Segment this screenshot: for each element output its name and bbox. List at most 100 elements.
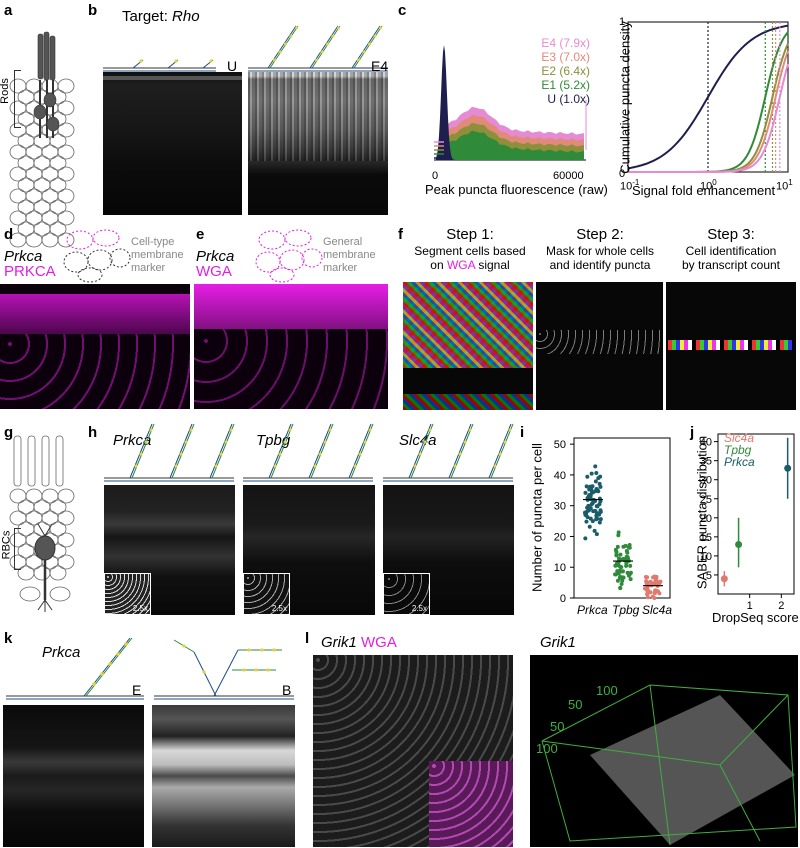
i-point (618, 586, 623, 591)
whole-cell-mask-micrograph (536, 282, 663, 410)
hist-legend: E4 (7.9x) E3 (7.0x) E2 (6.4x) E1 (5.2x) … (520, 36, 590, 106)
d-protein-label: PRKCA (4, 263, 56, 280)
rho-e4-micrograph (248, 72, 388, 215)
l-left-title: Grik1 WGA (321, 634, 397, 651)
target-prefix: Target: (122, 8, 173, 25)
e-gene-label: Prkca (196, 248, 235, 265)
d-gene-label: Prkca (4, 248, 43, 265)
step3-line2: by transcript count (681, 258, 781, 272)
i-point (584, 484, 589, 489)
j-legend-prkca: Prkca (724, 455, 755, 469)
step2-caption: Step 2: Mask for whole cells and identif… (535, 226, 665, 272)
b-left-tag: U (227, 58, 238, 74)
legend-e4: E4 (7.9x) (541, 36, 590, 50)
i-point (651, 575, 656, 580)
i-point (583, 490, 588, 495)
legend-e2: E2 (6.4x) (541, 64, 590, 78)
i-point (592, 528, 597, 533)
cdf-xtick-c: 101 (776, 178, 793, 193)
i-point (590, 519, 595, 524)
i-point (618, 564, 623, 569)
h-probe-diagrams (104, 423, 514, 482)
cdf-line-0 (627, 24, 789, 170)
step3-line1: Cell identification (685, 244, 777, 258)
h-gene-slc4a: Slc4a (399, 432, 437, 449)
i-cat-slc4a: Slc4a (642, 603, 673, 617)
i-cat-tpbg: Tpbg (612, 603, 640, 617)
rho-target-title: Target: Rho (122, 8, 200, 25)
rbcs-bracket (14, 528, 21, 570)
i-point (589, 471, 594, 476)
i-ytick: 10 (554, 562, 566, 574)
i-point (594, 487, 599, 492)
j-legend-tpbg: Tpbg (724, 443, 752, 457)
i-point (658, 579, 663, 584)
i-point (587, 524, 592, 529)
hist-xtick-0: 0 (432, 170, 439, 182)
panel-label-c: c (398, 2, 407, 19)
h-gene-prkca: Prkca (113, 432, 152, 449)
hist-series-u (436, 45, 456, 160)
prkca-inset: 2.5x (104, 573, 151, 615)
cell-type-membrane-marker-icon (63, 229, 131, 283)
l-gene1: Grik1 (321, 634, 357, 651)
puncta-fluorescence-histogram (434, 45, 587, 161)
j-point (720, 575, 728, 583)
prkca-extended-micrograph (3, 705, 144, 847)
l-protein: WGA (361, 634, 397, 651)
j-xtick: 1 (747, 600, 753, 612)
i-point (620, 578, 625, 583)
prkca-branched-micrograph (152, 705, 295, 847)
j-legend-slc4a: Slc4a (724, 431, 755, 445)
j-xlabel: DropSeq score (712, 610, 799, 625)
i-point (624, 563, 629, 568)
i-ytick: 20 (554, 531, 566, 543)
j-ytick: 15 (700, 532, 712, 544)
rbcs-label: RBCs (0, 530, 13, 560)
j-point (784, 464, 792, 472)
i-point (655, 580, 660, 585)
i-point (586, 508, 591, 513)
cdf-ytick-1: 1 (619, 16, 626, 28)
i-point (615, 544, 620, 549)
i-point (628, 577, 633, 582)
step2-title: Step 2: (576, 226, 624, 243)
j-ytick: 5 (706, 570, 712, 582)
panel-label-k: k (4, 630, 13, 647)
i-point (625, 550, 630, 555)
legend-e1: E1 (5.2x) (541, 78, 590, 92)
general-membrane-marker-icon (255, 229, 323, 283)
i-point (584, 519, 589, 524)
j-ytick: 10 (700, 551, 712, 563)
step1-line1: Segment cells based (414, 244, 526, 258)
target-gene: Rho (172, 8, 200, 25)
i-point (585, 515, 590, 520)
i-point (618, 552, 623, 557)
i-cat-prkca: Prkca (577, 603, 608, 617)
axis-label-100a: 100 (596, 683, 618, 698)
i-ytick: 30 (554, 501, 566, 513)
i-ytick: 50 (554, 439, 566, 451)
i-point (614, 561, 619, 566)
i-point (648, 590, 653, 595)
segmentation-micrograph (403, 282, 533, 410)
panel-label-g: g (4, 424, 14, 441)
cdf-ylabel: Cumulative puncta density (617, 21, 633, 174)
i-point (585, 474, 590, 479)
step3-caption: Step 3: Cell identification by transcrip… (666, 226, 796, 272)
saber-vs-dropseq-chart: 5 10 15 20 25 30 35 40 1 2 (700, 433, 795, 612)
rods-bracket (14, 70, 21, 128)
i-point (648, 579, 653, 584)
i-point (616, 530, 621, 535)
prkca-inset-zoom: 2.5x (132, 604, 148, 613)
i-point (657, 591, 662, 596)
hist-xlabel: Peak puncta fluorescence (raw) (425, 182, 608, 197)
i-point (645, 595, 650, 600)
i-point (616, 571, 621, 576)
i-point (654, 588, 659, 593)
e-protein-label: WGA (196, 263, 232, 280)
step1-line2: on WGA signal (430, 258, 510, 272)
tpbg-rbc-micrograph: 2.5x (243, 485, 375, 615)
step3-title: Step 3: (707, 226, 755, 243)
e-marker-text: General membrane marker (323, 236, 376, 274)
